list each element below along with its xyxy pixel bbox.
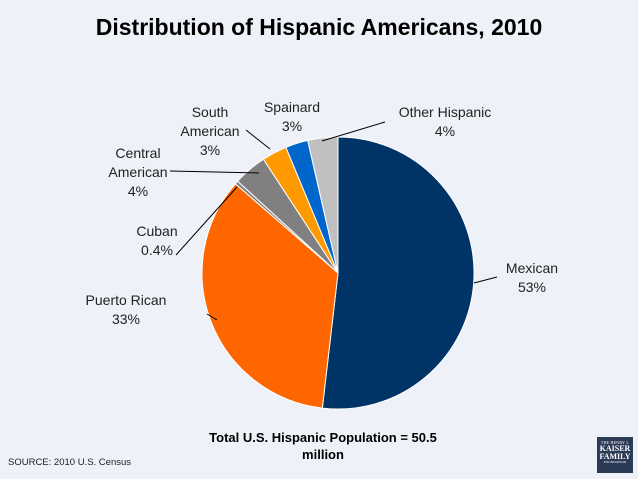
pie-slice-mexican xyxy=(321,136,475,410)
pie-slice-puerto-rican xyxy=(201,183,339,409)
slice-label-cuban: Cuban 0.4% xyxy=(136,223,177,258)
slice-label-other-hispanic: Other Hispanic 4% xyxy=(399,104,492,139)
population-footnote: Total U.S. Hispanic Population = 50.5 mi… xyxy=(209,430,437,462)
pie-slices xyxy=(201,136,475,410)
logo-line-3: FAMILY xyxy=(599,452,631,461)
source-note: SOURCE: 2010 U.S. Census xyxy=(8,457,132,468)
logo-line-4: FOUNDATION xyxy=(603,460,627,464)
logo-line-1: THE HENRY J. xyxy=(600,440,630,445)
leader-lines xyxy=(169,121,498,321)
slice-label-mexican: Mexican 53% xyxy=(506,260,558,295)
slice-label-puerto-rican: Puerto Rican 33% xyxy=(86,292,167,327)
leader-line-cuban xyxy=(175,186,238,256)
leader-line-central-american xyxy=(169,170,260,174)
leader-line-mexican xyxy=(473,276,498,284)
kaiser-family-foundation-logo: THE HENRY J. KAISER FAMILY FOUNDATION xyxy=(597,437,633,473)
slice-label-central-american: Central American 4% xyxy=(108,145,167,199)
logo-line-2: KAISER xyxy=(599,444,631,453)
chart-title: Distribution of Hispanic Americans, 2010 xyxy=(95,14,543,40)
slice-label-spainard: Spainard 3% xyxy=(264,99,320,134)
slice-labels: Mexican 53% Puerto Rican 33% Cuban 0.4% Centra… xyxy=(86,99,559,327)
leader-line-puerto-rican xyxy=(206,313,218,321)
slice-label-south-american: South American 3% xyxy=(180,104,239,158)
leader-line-other-hispanic xyxy=(321,121,386,142)
pie-slice-other-hispanic xyxy=(307,136,339,274)
leader-line-south-american xyxy=(245,129,271,150)
